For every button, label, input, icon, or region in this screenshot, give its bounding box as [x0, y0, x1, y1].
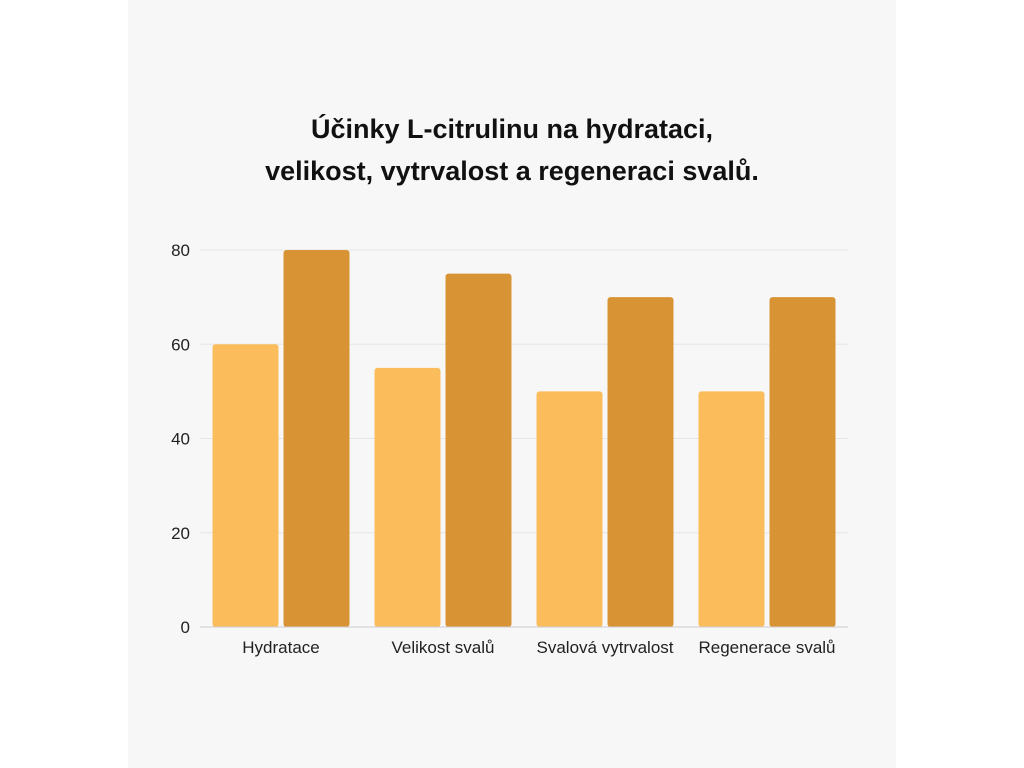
x-category-label: Regenerace svalů	[698, 638, 835, 657]
bar	[212, 344, 279, 627]
y-tick-label: 40	[171, 430, 190, 449]
chart-title-line-2: velikost, vytrvalost a regeneraci svalů.	[265, 156, 759, 186]
bar	[607, 297, 674, 627]
bar	[283, 250, 350, 627]
chart-card: Účinky L-citrulinu na hydrataci, velikos…	[128, 0, 896, 768]
y-tick-label: 20	[171, 524, 190, 543]
chart-title: Účinky L-citrulinu na hydrataci, velikos…	[128, 108, 896, 192]
x-category-label: Svalová vytrvalost	[537, 638, 674, 657]
bar	[445, 273, 512, 627]
x-category-label: Velikost svalů	[392, 638, 495, 657]
y-tick-label: 60	[171, 335, 190, 354]
chart-title-line-1: Účinky L-citrulinu na hydrataci,	[310, 114, 714, 144]
y-tick-label: 80	[171, 241, 190, 260]
bar-chart: 0 20 40 60 80 Hydratace Velikost svalů Svalová …	[171, 241, 848, 657]
bar	[698, 391, 765, 627]
bar	[769, 297, 836, 627]
bar	[536, 391, 603, 627]
x-category-label: Hydratace	[242, 638, 319, 657]
y-tick-label: 0	[181, 618, 190, 637]
bar	[374, 367, 441, 627]
